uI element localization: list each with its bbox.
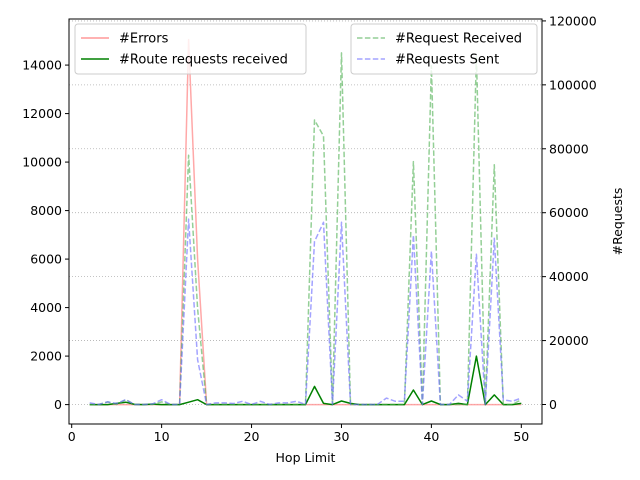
legend-label: #Errors: [119, 32, 169, 47]
x-tick-label: 10: [154, 429, 170, 444]
x-tick-label: 40: [423, 429, 439, 444]
y2-tick-label: 40000: [549, 269, 589, 284]
x-tick-label: 0: [68, 429, 76, 444]
legend-right: #Request Received #Requests Sent: [350, 23, 538, 75]
x-tick-label: 30: [334, 429, 350, 444]
series-line: [89, 52, 522, 406]
x-tick-label: 20: [244, 429, 260, 444]
legend-left: #Errors #Route requests received: [74, 23, 307, 75]
x-tick-label: 50: [513, 429, 529, 444]
y2-tick-label: 120000: [549, 13, 597, 28]
y-tick-label: 0: [54, 397, 62, 412]
series-line: [89, 218, 522, 406]
y-tick-label: 10000: [22, 155, 62, 170]
y2-axis-title: #Requests: [610, 188, 625, 256]
y-tick-label: 12000: [22, 106, 62, 121]
legend-box: [350, 23, 538, 75]
y-tick-label: 8000: [30, 203, 62, 218]
legend-label: #Route requests received: [119, 53, 288, 68]
series-line: [89, 38, 522, 406]
x-axis-title: Hop Limit: [276, 450, 336, 465]
y2-tick-label: 100000: [549, 77, 597, 92]
y-axis-ticks: 0 2000 4000 6000 8000 10000 12000 14000: [22, 58, 69, 412]
y2-tick-label: 60000: [549, 205, 589, 220]
y2-tick-label: 80000: [549, 141, 589, 156]
y-tick-label: 14000: [22, 58, 62, 73]
x-axis-ticks: 0 10 20 30 40 50: [68, 424, 529, 444]
legend-box: [74, 23, 307, 75]
y2-tick-label: 0: [549, 397, 557, 412]
legend-label: #Request Received: [395, 32, 522, 47]
y-tick-label: 6000: [30, 252, 62, 267]
y2-axis-ticks: 0 20000 40000 60000 80000 100000 120000: [542, 13, 597, 412]
y-tick-label: 2000: [30, 349, 62, 364]
plot-frame: [68, 18, 543, 425]
series-lines: [89, 38, 522, 406]
y-tick-label: 4000: [30, 300, 62, 315]
legend-label: #Requests Sent: [395, 53, 499, 68]
y2-tick-label: 20000: [549, 333, 589, 348]
